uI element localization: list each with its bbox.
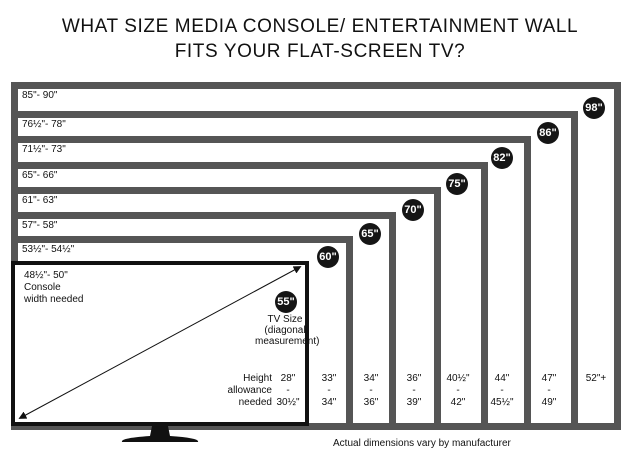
- height-70-sep: -: [412, 385, 416, 396]
- title-line-2: FITS YOUR FLAT-SCREEN TV?: [174, 41, 466, 62]
- height-75-bottom: 42": [450, 397, 466, 408]
- tv-size-label-line-1: TV Size: [267, 314, 303, 325]
- height-98-top: 52"+: [585, 373, 607, 384]
- height-82-bottom: 45½": [490, 397, 514, 408]
- height-55-top: 28": [280, 373, 296, 384]
- tv-size-badge-86: 86": [537, 122, 559, 144]
- console-width-98: 85"- 90": [22, 90, 58, 101]
- height-60-sep: -: [327, 385, 331, 396]
- diagonal-arrow: [18, 266, 302, 419]
- tv-size-label-line-2: (diagonal: [264, 325, 306, 336]
- tv-size-badge-65: 65": [359, 223, 381, 245]
- height-75-sep: -: [456, 385, 460, 396]
- height-55: 28" - 30½": [268, 373, 308, 409]
- tv-size-badge-60: 60": [317, 246, 339, 268]
- tv-size-badge-82: 82": [491, 147, 513, 169]
- height-70: 36" - 39": [394, 373, 434, 409]
- page-title: WHAT SIZE MEDIA CONSOLE/ ENTERTAINMENT W…: [0, 14, 640, 64]
- console-width-86: 76½"- 78": [22, 119, 66, 130]
- tv-stand-icon: [121, 426, 199, 442]
- height-86-sep: -: [547, 385, 551, 396]
- height-65-bottom: 36": [363, 397, 379, 408]
- height-75: 40½" - 42": [438, 373, 478, 409]
- tv-size-badge-70: 70": [402, 199, 424, 221]
- height-75-top: 40½": [446, 373, 470, 384]
- height-82-sep: -: [500, 385, 504, 396]
- height-86: 47" - 49": [529, 373, 569, 409]
- height-60-top: 33": [321, 373, 337, 384]
- height-82-top: 44": [494, 373, 510, 384]
- console-width-75: 65"- 66": [22, 170, 58, 181]
- height-65-sep: -: [369, 385, 373, 396]
- height-86-bottom: 49": [541, 397, 557, 408]
- console-width-60: 53½"- 54½": [22, 244, 75, 255]
- height-label-line-3: needed: [238, 397, 272, 408]
- console-width-65: 57"- 58": [22, 220, 58, 231]
- tv-size-badge-98: 98": [583, 97, 605, 119]
- height-label-line-1: Height: [243, 373, 272, 384]
- console-width-70: 61"- 63": [22, 195, 58, 206]
- height-82: 44" - 45½": [482, 373, 522, 409]
- height-70-bottom: 39": [406, 397, 422, 408]
- height-60-bottom: 34": [321, 397, 337, 408]
- height-55-sep: -: [286, 385, 290, 396]
- title-line-1: WHAT SIZE MEDIA CONSOLE/ ENTERTAINMENT W…: [61, 16, 579, 37]
- tv-size-badge-75: 75": [446, 173, 468, 195]
- height-label-line-2: allowance: [227, 385, 272, 396]
- height-60: 33" - 34": [309, 373, 349, 409]
- manufacturer-note: Actual dimensions vary by manufacturer: [333, 438, 511, 449]
- tv-size-badge-55: 55": [275, 291, 297, 313]
- height-86-top: 47": [541, 373, 557, 384]
- height-98: 52"+: [576, 373, 616, 385]
- tv-size-label-line-3: measurement): [255, 336, 320, 347]
- height-65-top: 34": [363, 373, 379, 384]
- height-65: 34" - 36": [351, 373, 391, 409]
- height-55-bottom: 30½": [276, 397, 300, 408]
- height-70-top: 36": [406, 373, 422, 384]
- tv-size-label: TV Size (diagonal measurement): [255, 314, 320, 347]
- height-allowance-label: Height allowance needed: [212, 373, 272, 409]
- console-width-82: 71½"- 73": [22, 144, 66, 155]
